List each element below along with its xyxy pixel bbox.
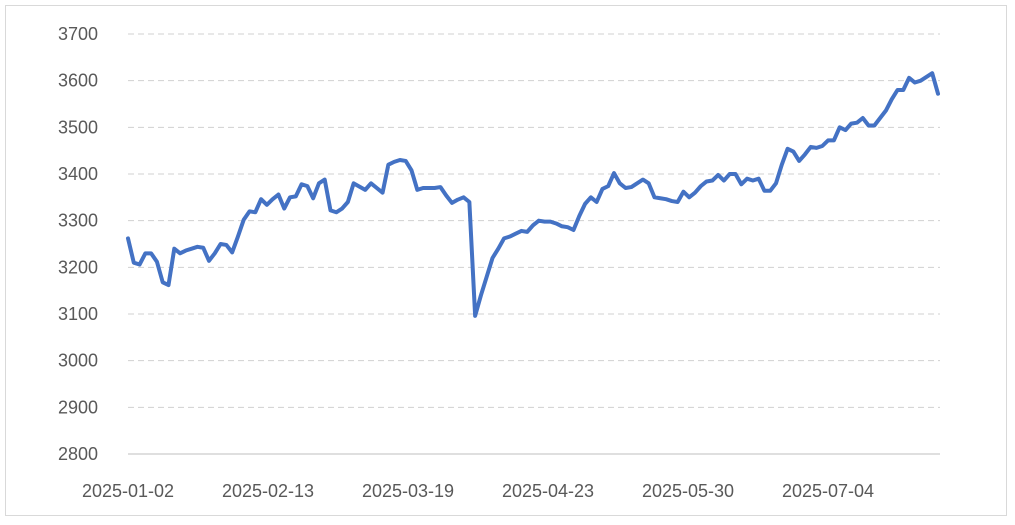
y-tick-label: 3600 xyxy=(58,71,98,91)
y-tick-label: 3000 xyxy=(58,351,98,371)
x-tick-label: 2025-04-23 xyxy=(502,481,594,501)
y-tick-label: 2800 xyxy=(58,444,98,464)
x-tick-label: 2025-07-04 xyxy=(782,481,874,501)
x-tick-label: 2025-02-13 xyxy=(222,481,314,501)
y-tick-label: 3100 xyxy=(58,304,98,324)
y-tick-label: 3700 xyxy=(58,24,98,44)
x-axis-tick-labels: 2025-01-02 2025-02-13 2025-03-19 2025-04-23… xyxy=(82,481,874,501)
y-tick-label: 3200 xyxy=(58,257,98,277)
y-axis-tick-labels: 2800 2900 3000 3100 3200 3300 3400 3500 3600 3700 xyxy=(58,24,98,464)
y-tick-label: 2900 xyxy=(58,397,98,417)
y-tick-label: 3400 xyxy=(58,164,98,184)
x-tick-label: 2025-03-19 xyxy=(362,481,454,501)
x-tick-label: 2025-05-30 xyxy=(642,481,734,501)
y-tick-label: 3300 xyxy=(58,211,98,231)
y-tick-label: 3500 xyxy=(58,117,98,137)
gridlines xyxy=(128,33,940,408)
series-layer xyxy=(126,71,940,318)
series-line xyxy=(126,71,940,318)
x-tick-label: 2025-01-02 xyxy=(82,481,174,501)
